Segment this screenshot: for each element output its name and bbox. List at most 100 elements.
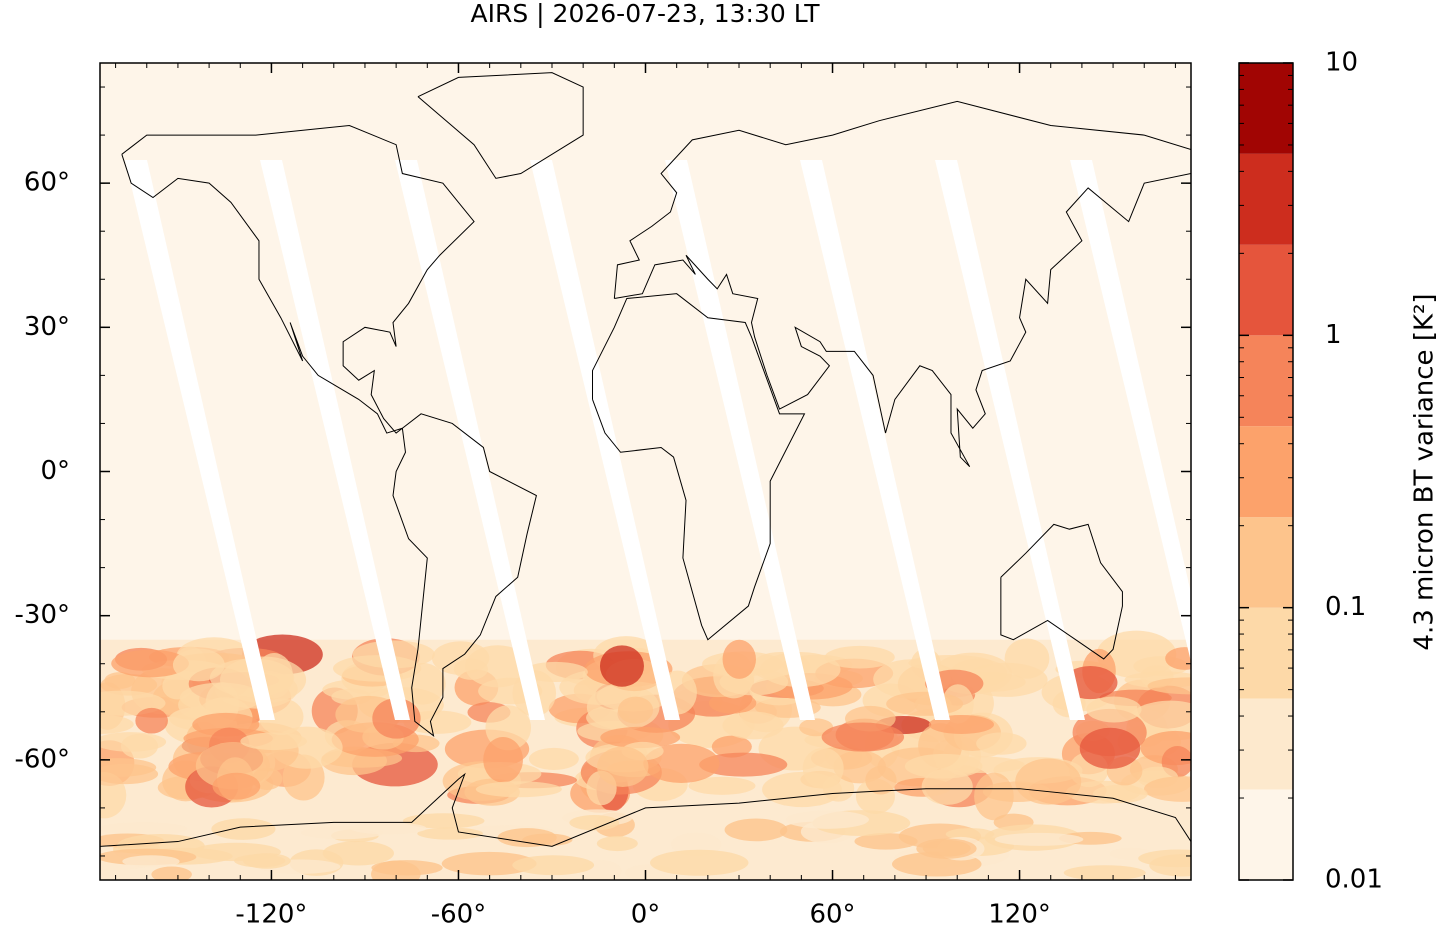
colorbar-label: 4.3 micron BT variance [K²] bbox=[1410, 293, 1440, 650]
field-patch bbox=[522, 833, 573, 847]
coastline bbox=[613, 100, 1191, 468]
field-patch bbox=[417, 827, 483, 840]
field-patch bbox=[1063, 865, 1146, 880]
field-patch bbox=[722, 711, 784, 740]
colorbar-band bbox=[1239, 153, 1293, 245]
field-patch bbox=[1086, 696, 1142, 723]
colorbar-band bbox=[1239, 244, 1293, 336]
field-patch bbox=[528, 747, 579, 771]
x-tick-label: -60° bbox=[431, 900, 486, 930]
colorbar-frame bbox=[1238, 62, 1294, 881]
field-patch bbox=[120, 733, 159, 759]
field-patch bbox=[994, 832, 1084, 846]
x-tick-label: 0° bbox=[631, 900, 661, 930]
field-patch bbox=[100, 673, 158, 696]
colorbar-tick-label: 0.1 bbox=[1325, 592, 1366, 622]
field-patch bbox=[475, 781, 562, 798]
field-patch bbox=[904, 753, 983, 779]
coastline bbox=[1000, 523, 1123, 660]
field-patch bbox=[100, 714, 134, 734]
field-patch bbox=[1144, 776, 1191, 802]
field-patch bbox=[371, 860, 443, 876]
field-patch bbox=[135, 707, 168, 734]
field-patch bbox=[402, 813, 485, 829]
field-patch bbox=[724, 818, 788, 842]
orbit-gap bbox=[125, 160, 275, 720]
orbit-gap bbox=[800, 160, 950, 720]
field-patch bbox=[122, 855, 180, 868]
field-patch bbox=[824, 645, 895, 669]
field-patch bbox=[916, 838, 977, 859]
field-patch bbox=[151, 866, 192, 880]
field-patch bbox=[1079, 727, 1141, 769]
orbit-gap bbox=[530, 160, 680, 720]
field-patch bbox=[569, 814, 620, 831]
field-patch bbox=[523, 661, 588, 683]
colorbar-band bbox=[1239, 426, 1293, 518]
field-patch bbox=[240, 732, 308, 751]
y-tick-label: 60° bbox=[24, 168, 70, 198]
field-patch bbox=[722, 639, 756, 679]
field-patch bbox=[886, 691, 964, 716]
field-patch bbox=[921, 768, 973, 805]
orbit-gap bbox=[395, 160, 545, 720]
field-patch bbox=[865, 765, 897, 795]
colorbar-tick-label: 1 bbox=[1325, 320, 1342, 350]
field-patch bbox=[350, 822, 427, 835]
y-tick-label: 30° bbox=[24, 312, 70, 342]
field-patch bbox=[1147, 677, 1191, 695]
field-patch bbox=[322, 841, 394, 866]
field-patch bbox=[211, 818, 276, 840]
y-tick-label: 0° bbox=[40, 456, 70, 486]
field-patch bbox=[1138, 849, 1191, 868]
colorbar-band bbox=[1239, 607, 1293, 699]
coastline bbox=[592, 293, 806, 641]
field-patch bbox=[596, 836, 638, 852]
y-tick-label: -60° bbox=[15, 744, 70, 774]
x-tick-label: 120° bbox=[988, 900, 1051, 930]
colorbar-tick-label: 10 bbox=[1325, 48, 1358, 78]
orbit-gap bbox=[665, 160, 815, 720]
field-patch bbox=[976, 732, 1027, 755]
x-tick-label: -120° bbox=[235, 900, 307, 930]
y-tick-label: -30° bbox=[15, 600, 70, 630]
colorbar-band bbox=[1239, 63, 1293, 154]
field-patch bbox=[1092, 784, 1148, 804]
field-patch bbox=[617, 696, 654, 724]
field-patch bbox=[974, 772, 1014, 821]
field-patch bbox=[483, 737, 523, 783]
field-patch bbox=[711, 735, 752, 758]
field-patch bbox=[441, 851, 537, 876]
field-patch bbox=[597, 746, 649, 787]
colorbar-tick-label: 0.01 bbox=[1325, 865, 1383, 895]
field-patch bbox=[1165, 647, 1191, 670]
coastline bbox=[417, 72, 584, 179]
field-patch bbox=[802, 747, 844, 789]
orbit-gap bbox=[935, 160, 1085, 720]
field-patch bbox=[599, 645, 644, 687]
field-patch bbox=[1004, 638, 1050, 679]
field-patch bbox=[111, 649, 189, 678]
field-patch bbox=[649, 849, 749, 876]
coastline bbox=[392, 413, 537, 738]
field-patch bbox=[708, 692, 757, 714]
field-patch bbox=[699, 752, 788, 777]
field-patch bbox=[100, 763, 159, 785]
field-patch bbox=[465, 645, 531, 688]
field-patch bbox=[688, 776, 756, 795]
field-patch bbox=[212, 772, 261, 800]
field-patch bbox=[600, 726, 681, 749]
map-field bbox=[100, 63, 1191, 880]
field-patch bbox=[172, 648, 225, 682]
chart-title: AIRS | 2026-07-23, 13:30 LT bbox=[471, 0, 821, 28]
colorbar-band bbox=[1239, 698, 1293, 790]
field-patch bbox=[100, 822, 188, 835]
field-patch bbox=[821, 722, 905, 752]
field-patch bbox=[512, 855, 595, 876]
coastline bbox=[121, 124, 475, 434]
colorbar-band bbox=[1239, 335, 1293, 427]
field-patch bbox=[234, 854, 286, 868]
field-patch bbox=[1015, 758, 1082, 805]
field-patch bbox=[785, 810, 869, 829]
